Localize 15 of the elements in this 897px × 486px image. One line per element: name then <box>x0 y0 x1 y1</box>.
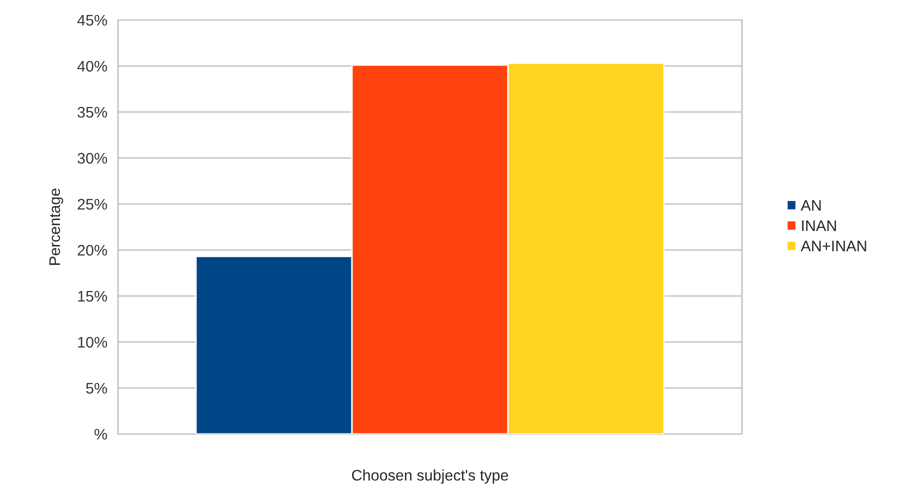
y-tick-label: 35% <box>78 106 108 118</box>
legend-label: AN <box>800 200 821 211</box>
y-tick-label: % <box>94 428 108 440</box>
y-tick-label: 20% <box>78 244 108 256</box>
y-tick-label: 45% <box>77 14 108 26</box>
legend-label: AN+INAN <box>800 240 866 252</box>
x-axis-title: Choosen subject's type <box>352 469 508 484</box>
y-tick-label: 40% <box>77 60 108 72</box>
y-tick-label: 5% <box>86 382 108 394</box>
legend-label: INAN <box>802 220 836 231</box>
y-tick-label: 10% <box>78 336 108 348</box>
y-tick-label: 25% <box>78 198 108 210</box>
y-tick-label: 15% <box>78 290 108 302</box>
y-axis-title: Percentage <box>49 188 64 265</box>
y-tick-label: 30% <box>78 152 108 164</box>
